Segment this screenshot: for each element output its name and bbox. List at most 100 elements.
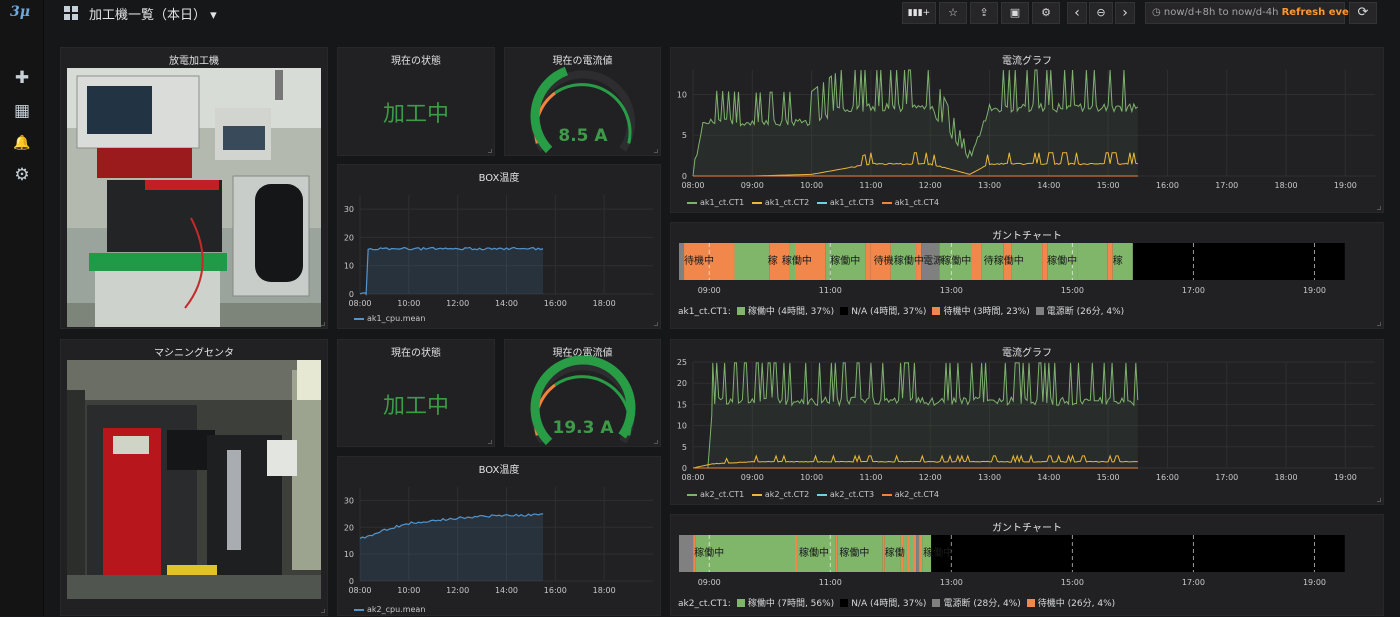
y-tick-label: 0: [682, 172, 687, 181]
save-button[interactable]: ▣: [1001, 2, 1029, 24]
panel-title: 現在の電流値: [552, 348, 613, 359]
star-button[interactable]: ☆: [939, 2, 967, 24]
panel-title: 電流グラフ: [1002, 348, 1052, 359]
zoom-out-button[interactable]: ⊖: [1089, 2, 1113, 24]
gantt-bar: [797, 535, 836, 572]
gantt-legend-item[interactable]: 電源断 (28分, 4%): [943, 599, 1021, 609]
gantt-bar-label: 稼働中: [1047, 254, 1077, 267]
share-button[interactable]: ⇪: [970, 2, 998, 24]
x-tick-label: 14:00: [1037, 473, 1060, 482]
y-tick-label: 10: [344, 550, 354, 559]
gantt-bar: [903, 535, 907, 572]
gantt-legend-item[interactable]: 稼働中 (4時間, 37%): [747, 307, 835, 317]
y-tick-label: 20: [344, 523, 354, 532]
dashboard-grid-icon: [64, 6, 78, 20]
y-tick-label: 5: [682, 443, 687, 452]
gear-icon[interactable]: ⚙: [14, 165, 30, 185]
x-tick-label: 10:00: [397, 586, 420, 595]
y-tick-label: 0: [682, 464, 687, 473]
gauge-track-green: [554, 83, 632, 144]
gantt-bar: [693, 535, 696, 572]
x-tick-label: 11:00: [859, 473, 882, 482]
gantt-legend-item[interactable]: 待機中 (3時間, 23%): [943, 307, 1030, 317]
gantt-bar: [916, 243, 922, 280]
gauge-fill: [530, 355, 636, 446]
x-tick-label: 17:00: [1215, 181, 1238, 190]
legend-label[interactable]: ak2_ct.CT1: [700, 490, 745, 499]
x-tick-label: 11:00: [859, 181, 882, 190]
edm-machine-photo: [67, 68, 321, 327]
gantt-bar: [695, 535, 795, 572]
gantt-bar-label: 稼働中: [994, 254, 1024, 267]
x-tick-label: 18:00: [593, 586, 616, 595]
x-tick-label: 19:00: [1303, 578, 1326, 587]
x-tick-label: 10:00: [397, 299, 420, 308]
gantt-legend-series: ak2_ct.CT1:: [678, 599, 731, 609]
gantt-bar: [939, 243, 972, 280]
gantt-bar-label: 稼働中: [799, 546, 829, 559]
gantt-chart: 09:00 11:00 13:00 15:00 17:00 19:00待機中稼稼働中 稼働中…: [679, 243, 1345, 295]
plus-icon[interactable]: ✚: [14, 68, 30, 88]
gantt-legend-item[interactable]: N/A (4時間, 37%): [851, 307, 927, 317]
gantt-bar-label: 稼働中: [782, 254, 812, 267]
refresh-button[interactable]: ⟳: [1349, 2, 1377, 24]
gantt-bar-label: 稼働中: [923, 546, 953, 559]
panel-title: ガントチャート: [992, 231, 1062, 242]
legend-label[interactable]: ak2_cpu.mean: [367, 605, 426, 614]
x-tick-label: 14:00: [495, 586, 518, 595]
dashboards-icon[interactable]: ▦: [13, 101, 31, 121]
logo[interactable]: 3μ: [10, 4, 30, 20]
legend-label[interactable]: ak1_ct.CT3: [829, 198, 875, 207]
gantt-bar: [865, 243, 871, 280]
legend-label[interactable]: ak2_ct.CT2: [764, 490, 810, 499]
current-graph-panel-2: 電流グラフ 0 5 10 15 20 25 08:00 09:00 10:00 11:00 12:0…: [670, 339, 1384, 505]
legend-label[interactable]: ak1_ct.CT1: [700, 198, 745, 207]
gantt-legend-item[interactable]: 待機中 (26分, 4%): [1037, 599, 1116, 609]
x-tick-label: 13:00: [978, 181, 1001, 190]
gantt-bar: [1132, 243, 1345, 280]
x-tick-label: 11:00: [819, 286, 842, 295]
series-line: [359, 246, 544, 296]
gantt-legend-item[interactable]: 稼働中 (7時間, 56%): [747, 599, 835, 609]
gantt-legend-item[interactable]: N/A (4時間, 37%): [851, 599, 927, 609]
gantt-bar: [825, 243, 831, 280]
time-back-button[interactable]: ‹: [1067, 2, 1087, 24]
x-tick-label: 10:00: [800, 181, 823, 190]
bell-icon[interactable]: 🔔: [13, 135, 31, 151]
x-tick-label: 17:00: [1215, 473, 1238, 482]
panel-title: 現在の状態: [391, 348, 441, 359]
gantt-bar-label: 待機中: [684, 254, 714, 267]
gantt-legend-item[interactable]: 電源断 (26分, 4%): [1046, 307, 1125, 317]
legend-label[interactable]: ak1_cpu.mean: [367, 314, 426, 323]
panel-title: 現在の電流値: [552, 56, 613, 67]
dashboard-title[interactable]: 加工機一覧（本日） ▾: [89, 8, 217, 23]
gantt-bar-label: 稼働中: [839, 546, 869, 559]
x-tick-label: 19:00: [1303, 286, 1326, 295]
side-menu: 3μ ✚ ▦ 🔔 ⚙: [0, 0, 44, 616]
series-line: [693, 362, 1139, 469]
add-panel-button[interactable]: ▮▮▮+: [902, 2, 936, 24]
series-line: [692, 69, 1139, 177]
time-range-picker[interactable]: ◷ now/d+8h to now/d-4h Refresh every 5s: [1145, 2, 1377, 24]
machining-center-photo: [67, 360, 321, 599]
legend-label[interactable]: ak2_ct.CT4: [894, 490, 939, 499]
gantt-bar-label: 稼: [768, 255, 778, 267]
x-tick-label: 12:00: [919, 181, 942, 190]
box-temp-panel-1: BOX温度 0 10 20 30 08:00 10:00 12:00 14:00 16:00 18…: [337, 164, 661, 329]
settings-button[interactable]: ⚙: [1032, 2, 1060, 24]
gantt-bar: [835, 535, 838, 572]
gantt-panel-1: ガントチャート 09:00 11:00 13:00 15:00 17:00 19:00 待機…: [670, 222, 1384, 329]
panel-title: ガントチャート: [992, 523, 1062, 534]
gantt-bar: [1011, 243, 1043, 280]
legend-label[interactable]: ak1_ct.CT4: [894, 198, 939, 207]
legend-label[interactable]: ak2_ct.CT3: [829, 490, 875, 499]
legend-label[interactable]: ak1_ct.CT2: [764, 198, 810, 207]
time-forward-button[interactable]: ›: [1115, 2, 1135, 24]
current-gauge: 19.3 A: [530, 355, 636, 446]
gantt-legend: ak2_ct.CT1: 稼働中 (7時間, 56%) N/A (4時間, 37%) 電…: [678, 596, 1115, 609]
gantt-bar: [1107, 243, 1113, 280]
gantt-bar: [906, 535, 910, 572]
gantt-bar-label: 待: [984, 254, 994, 267]
y-tick-label: 0: [349, 577, 354, 586]
panel-title: 現在の状態: [391, 56, 441, 67]
